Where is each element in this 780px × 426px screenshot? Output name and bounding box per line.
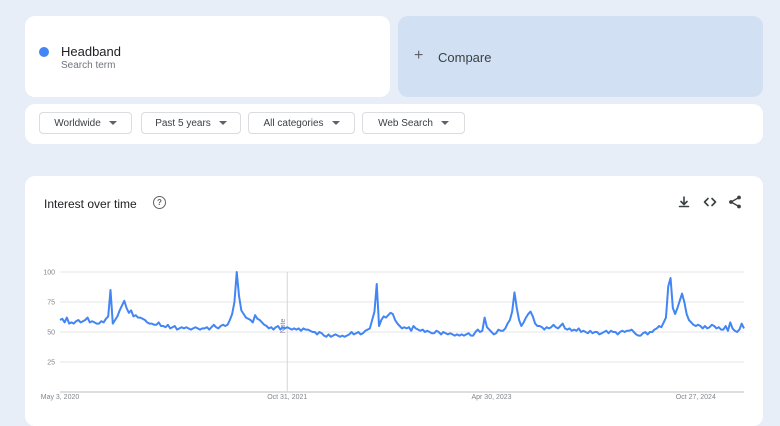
y-tick-label: 100	[43, 270, 55, 277]
series-line	[59, 271, 745, 338]
filter-bar: Worldwide Past 5 years All categories We…	[25, 104, 763, 144]
y-tick-label: 25	[47, 360, 55, 367]
time-range-filter[interactable]: Past 5 years	[141, 112, 241, 134]
x-tick-label: May 3, 2020	[41, 394, 80, 401]
chevron-down-icon	[440, 121, 449, 125]
help-icon[interactable]: ?	[153, 196, 166, 209]
region-filter-label: Worldwide	[54, 117, 101, 129]
x-tick-label: Oct 31, 2021	[267, 394, 307, 401]
compare-label: Compare	[438, 50, 492, 65]
share-icon[interactable]	[727, 194, 743, 210]
search-type-filter-label: Web Search	[378, 117, 433, 129]
embed-code-icon[interactable]	[702, 194, 718, 210]
time-range-filter-label: Past 5 years	[155, 117, 211, 129]
y-tick-label: 50	[47, 330, 55, 337]
note-marker-label: Note	[280, 319, 287, 334]
compare-button[interactable]: + Compare	[398, 16, 763, 97]
region-filter[interactable]: Worldwide	[39, 112, 132, 134]
x-tick-label: Apr 30, 2023	[471, 394, 511, 401]
interest-line-chart: 25 50 75 100 May 3, 2020 Oct 31, 2021 Apr 30, …	[41, 270, 745, 401]
chevron-down-icon	[108, 121, 117, 125]
plus-icon: +	[414, 47, 424, 64]
search-term-card[interactable]: Headband Search term	[25, 16, 390, 97]
category-filter[interactable]: All categories	[248, 112, 355, 134]
series-color-dot	[39, 47, 49, 57]
download-icon[interactable]	[676, 194, 692, 210]
y-tick-label: 75	[47, 300, 55, 307]
chevron-down-icon	[218, 121, 227, 125]
search-type-filter[interactable]: Web Search	[362, 112, 465, 134]
chevron-down-icon	[331, 121, 340, 125]
search-term-subtitle: Search term	[61, 60, 116, 71]
interest-over-time-card: Interest over time ? 25 50 75 100 May 3, 202…	[25, 176, 763, 426]
chart-title: Interest over time	[44, 197, 137, 211]
search-term-name[interactable]: Headband	[61, 44, 121, 59]
category-filter-label: All categories	[263, 117, 324, 129]
x-tick-label: Oct 27, 2024	[676, 394, 716, 401]
